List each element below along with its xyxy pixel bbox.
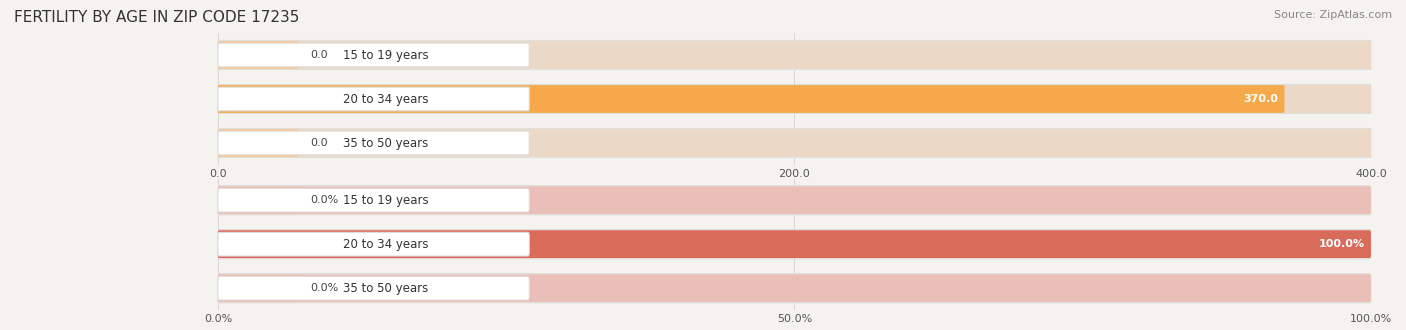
FancyBboxPatch shape <box>218 84 1371 114</box>
FancyBboxPatch shape <box>218 230 1371 258</box>
Text: 35 to 50 years: 35 to 50 years <box>343 137 429 149</box>
FancyBboxPatch shape <box>218 274 1371 303</box>
FancyBboxPatch shape <box>218 128 1371 158</box>
FancyBboxPatch shape <box>218 186 1371 214</box>
FancyBboxPatch shape <box>218 230 1371 258</box>
Text: 15 to 19 years: 15 to 19 years <box>343 194 429 207</box>
FancyBboxPatch shape <box>218 274 298 302</box>
FancyBboxPatch shape <box>218 188 529 212</box>
FancyBboxPatch shape <box>218 131 529 155</box>
FancyBboxPatch shape <box>218 87 529 111</box>
FancyBboxPatch shape <box>218 129 1371 157</box>
FancyBboxPatch shape <box>218 85 1371 113</box>
FancyBboxPatch shape <box>218 41 1371 69</box>
FancyBboxPatch shape <box>218 186 298 214</box>
Text: 0.0%: 0.0% <box>311 283 339 293</box>
Text: 0.0: 0.0 <box>311 138 328 148</box>
Text: Source: ZipAtlas.com: Source: ZipAtlas.com <box>1274 10 1392 20</box>
FancyBboxPatch shape <box>218 229 1371 259</box>
FancyBboxPatch shape <box>218 277 529 300</box>
FancyBboxPatch shape <box>218 40 1371 70</box>
FancyBboxPatch shape <box>218 43 529 67</box>
Text: 35 to 50 years: 35 to 50 years <box>343 282 429 295</box>
Text: 0.0%: 0.0% <box>311 195 339 205</box>
FancyBboxPatch shape <box>218 129 298 157</box>
Text: 20 to 34 years: 20 to 34 years <box>343 92 429 106</box>
FancyBboxPatch shape <box>218 232 529 256</box>
Text: 370.0: 370.0 <box>1244 94 1278 104</box>
FancyBboxPatch shape <box>218 85 1285 113</box>
Text: 15 to 19 years: 15 to 19 years <box>343 49 429 61</box>
FancyBboxPatch shape <box>218 274 1371 302</box>
FancyBboxPatch shape <box>218 185 1371 215</box>
Text: 100.0%: 100.0% <box>1319 239 1365 249</box>
Text: 0.0: 0.0 <box>311 50 328 60</box>
FancyBboxPatch shape <box>218 41 298 69</box>
Text: 20 to 34 years: 20 to 34 years <box>343 238 429 251</box>
Text: FERTILITY BY AGE IN ZIP CODE 17235: FERTILITY BY AGE IN ZIP CODE 17235 <box>14 10 299 25</box>
